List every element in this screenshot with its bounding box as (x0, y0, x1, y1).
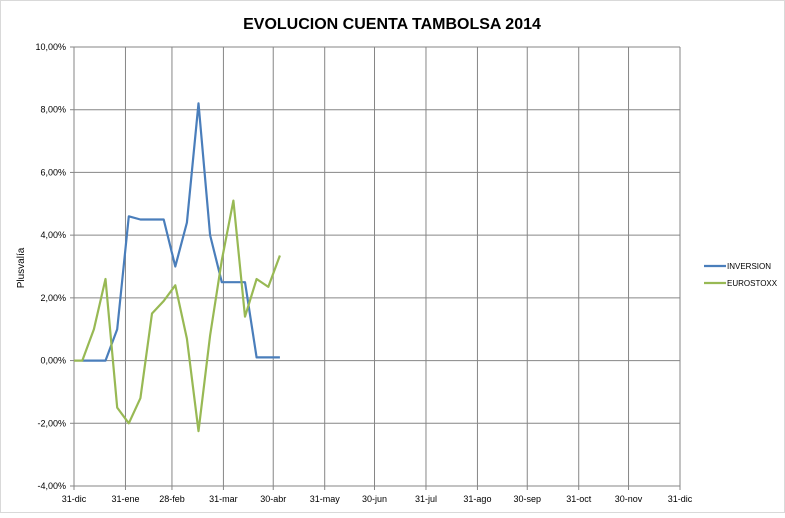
x-tick-label: 30-nov (615, 494, 643, 504)
x-tick-label: 31-mar (209, 494, 238, 504)
y-axis-title: Plusvalía (16, 247, 27, 288)
legend-label-inversion: INVERSION (727, 262, 771, 271)
chart-title: EVOLUCION CUENTA TAMBOLSA 2014 (243, 16, 541, 33)
y-tick-label: 6,00% (40, 167, 66, 177)
y-tick-label: 2,00% (40, 293, 66, 303)
y-tick-label: 10,00% (35, 42, 66, 52)
x-tick-label: 31-jul (415, 494, 437, 504)
y-tick-label: -4,00% (37, 481, 66, 491)
x-tick-label: 31-oct (566, 494, 592, 504)
x-tick-label: 31-ago (463, 494, 491, 504)
y-tick-label: 0,00% (40, 356, 66, 366)
x-tick-label: 31-may (310, 494, 341, 504)
x-tick-label: 28-feb (159, 494, 185, 504)
series-line-inversion (82, 102, 280, 362)
x-tick-label: 30-abr (260, 494, 286, 504)
x-tick-label: 31-dic (668, 494, 693, 504)
x-tick-label: 31-ene (111, 494, 139, 504)
legend-label-eurostoxx: EUROSTOXX (727, 279, 778, 288)
y-tick-label: 8,00% (40, 105, 66, 115)
x-tick-label: 30-sep (513, 494, 541, 504)
x-tick-label: 30-jun (362, 494, 387, 504)
y-tick-label: -2,00% (37, 418, 66, 428)
legend: INVERSION EUROSTOXX (704, 262, 778, 288)
series-line-eurostoxx (74, 199, 281, 433)
y-tick-label: 4,00% (40, 230, 66, 240)
x-tick-label: 31-dic (62, 494, 87, 504)
